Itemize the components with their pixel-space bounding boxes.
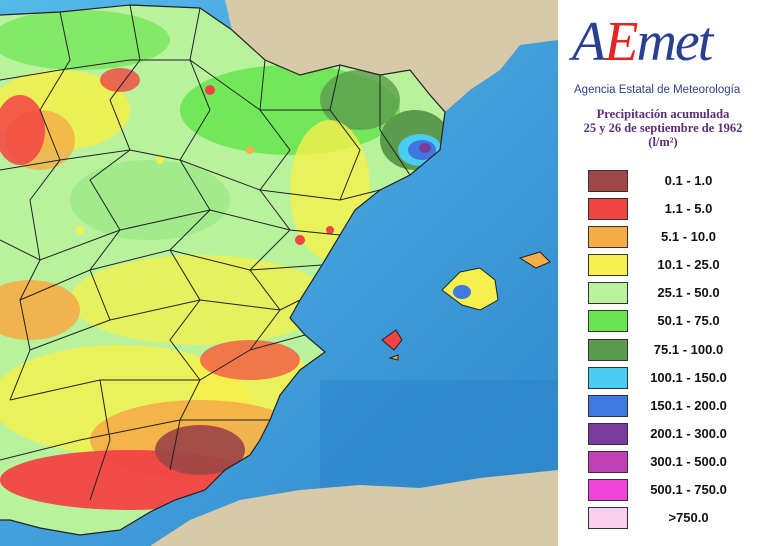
legend-row: 500.1 - 750.0 [588,479,758,507]
title-line-1: Precipitación acumulada [596,107,730,121]
legend-row: 10.1 - 25.0 [588,254,758,282]
legend-label: 10.1 - 25.0 [657,257,720,273]
legend-row: 150.1 - 200.0 [588,394,758,423]
legend-label: 25.1 - 50.0 [657,285,720,301]
title-unit: (l/m²) [648,135,678,149]
legend-label: 500.1 - 750.0 [650,482,727,498]
legend-swatch [588,310,628,333]
legend-row: 75.1 - 100.0 [588,338,758,367]
title-line-2: 25 y 26 de septiembre de 1962 [583,121,743,135]
legend-swatch [588,507,628,530]
legend-swatch [588,226,628,249]
legend-row: 200.1 - 300.0 [588,422,758,451]
legend-row: 50.1 - 75.0 [588,310,758,338]
legend-row: 100.1 - 150.0 [588,366,758,395]
ibiza [381,329,403,351]
aemet-wordmark: AEmet [572,11,713,73]
legend-row: 0.1 - 1.0 [588,170,758,198]
legend-swatch [588,338,628,361]
legend-swatch [588,170,628,192]
balearic-islands [381,251,551,361]
africa-land [150,470,558,546]
legend-label: 75.1 - 100.0 [653,341,724,357]
legend-swatch [588,282,628,305]
legend-label: 5.1 - 10.0 [661,229,716,245]
legend-swatch [588,479,628,502]
legend-swatch [588,422,628,445]
province-borders [0,4,411,501]
legend: 0.1 - 1.0 1.1 - 5.0 5.1 - 10.0 10.1 - 25.0 2… [588,170,758,535]
legend-label: 300.1 - 500.0 [650,453,727,469]
legend-swatch [588,394,628,417]
legend-row: 5.1 - 10.0 [588,226,758,254]
map-title: Precipitación acumulada 25 y 26 de septi… [558,107,768,149]
legend-row: 300.1 - 500.0 [588,450,758,479]
formentera [388,354,399,361]
legend-swatch [588,450,628,473]
legend-label: 50.1 - 75.0 [657,313,720,329]
legend-swatch [588,198,628,221]
menorca [518,251,551,269]
legend-label: 0.1 - 1.0 [664,173,713,188]
agency-name: Agencia Estatal de Meteorología [574,84,741,96]
legend-label: 100.1 - 150.0 [650,369,727,385]
legend-row: >750.0 [588,507,758,535]
legend-panel: AEmet Agencia Estatal de Meteorología Pr… [558,0,768,546]
aemet-logo: AEmet Agencia Estatal de Meteorología [568,8,764,100]
legend-swatch [588,366,628,389]
legend-label: >750.0 [668,510,709,526]
legend-label: 150.1 - 200.0 [650,397,727,413]
precipitation-map [0,0,558,546]
legend-label: 200.1 - 300.0 [650,425,727,441]
spain-coast [0,4,446,536]
legend-row: 1.1 - 5.0 [588,198,758,226]
legend-label: 1.1 - 5.0 [664,201,713,217]
legend-row: 25.1 - 50.0 [588,282,758,310]
legend-swatch [588,254,628,277]
france-land [225,0,558,112]
